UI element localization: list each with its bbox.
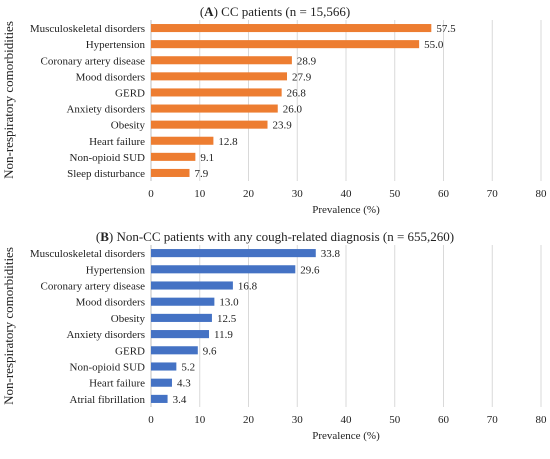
panel-a-bar (151, 104, 278, 113)
panel-b-bar (151, 346, 198, 355)
panel-b-value-label: 16.8 (238, 281, 258, 293)
panel-a-value-label: 9.1 (200, 152, 214, 164)
panel-a-category-label: Mood disorders (76, 71, 145, 83)
panel-a-value-label: 12.8 (218, 136, 238, 148)
panel-b-value-label: 3.4 (173, 394, 187, 406)
panel-a-x-tick-label: 40 (341, 188, 353, 200)
panel-b-bar (151, 394, 168, 403)
panel-b-bar (151, 297, 215, 306)
panel-a-bar (151, 136, 214, 145)
panel-a-x-tick-label: 30 (292, 188, 304, 200)
panel-a-category-label: Non-opioid SUD (70, 152, 146, 164)
panel-a-bar (151, 168, 190, 177)
panel-a-value-label: 23.9 (273, 120, 293, 132)
panel-a-category-label: Obesity (111, 120, 146, 132)
panel-a-bar (151, 72, 288, 81)
panel-a-value-label: 7.9 (195, 168, 209, 180)
panel-a-value-label: 27.9 (292, 71, 312, 83)
panel-b-value-label: 29.6 (300, 264, 320, 276)
panel-b-x-tick-label: 30 (292, 414, 304, 426)
panel-a-bar (151, 88, 282, 97)
panel-a-bar (151, 120, 268, 129)
panel-b-value-label: 33.8 (321, 248, 341, 260)
panel-b-bar (151, 330, 210, 339)
panel-a-x-tick-label: 50 (389, 188, 401, 200)
panel-b-x-tick-label: 80 (536, 414, 548, 426)
panel-b-bar (151, 362, 177, 371)
panel-b-value-label: 12.5 (217, 313, 237, 325)
panel-a-title: (A) CC patients (n = 15,566) (200, 4, 350, 19)
panel-b-x-tick-label: 20 (243, 414, 255, 426)
panel-b-bar (151, 265, 296, 274)
panel-b-x-tick-label: 0 (148, 414, 154, 426)
panel-b-category-label: Obesity (111, 313, 146, 325)
panel-b-x-tick-label: 50 (389, 414, 401, 426)
panel-b-value-label: 13.0 (219, 297, 239, 309)
panel-b-value-label: 9.6 (203, 345, 217, 357)
panel-a-category-label: Anxiety disorders (66, 104, 145, 116)
panel-a-value-label: 28.9 (297, 55, 317, 67)
panel-b-value-label: 5.2 (181, 362, 195, 374)
panel-b-category-label: Heart failure (89, 378, 145, 390)
panel-a-x-tick-label: 70 (487, 188, 499, 200)
panel-a-x-tick-label: 0 (148, 188, 154, 200)
panel-b-bar (151, 249, 316, 258)
panel-a-category-label: Heart failure (89, 136, 145, 148)
panel-a-value-label: 57.5 (436, 23, 456, 35)
panel-b-x-axis-label: Prevalence (%) (312, 430, 380, 442)
panel-a-x-tick-label: 10 (194, 188, 206, 200)
panel-a-x-tick-label: 60 (438, 188, 450, 200)
panel-b-value-label: 11.9 (214, 329, 233, 341)
panel-b-label: B (100, 229, 109, 244)
panel-b-value-label: 4.3 (177, 378, 191, 390)
panel-a-category-label: Coronary artery disease (41, 55, 146, 67)
panel-a-value-label: 26.0 (283, 104, 303, 116)
panel-b-x-tick-label: 60 (438, 414, 450, 426)
panel-b-category-label: Musculoskeletal disorders (30, 248, 145, 260)
panel-a-x-tick-label: 20 (243, 188, 255, 200)
panel-a-x-tick-label: 80 (536, 188, 548, 200)
panel-b-category-label: Anxiety disorders (66, 329, 145, 341)
panel-b-category-label: Mood disorders (76, 297, 145, 309)
panel-a-x-axis-label: Prevalence (%) (312, 204, 380, 216)
panel-a-bar (151, 56, 292, 65)
panel-a-category-label: GERD (115, 87, 145, 99)
panel-b-title: (B) Non-CC patients with any cough-relat… (96, 229, 454, 244)
panel-b-category-label: Coronary artery disease (41, 281, 146, 293)
panel-b-x-tick-label: 70 (487, 414, 499, 426)
panel-a-category-label: Hypertension (86, 39, 146, 51)
panel-a-value-label: 26.8 (287, 87, 307, 99)
panel-b-bar (151, 378, 172, 387)
panel-a-label: A (204, 4, 214, 19)
panel-b-category-label: Atrial fibrillation (70, 394, 146, 406)
panel-a-category-label: Musculoskeletal disorders (30, 23, 145, 35)
panel-b-y-axis-label: Non-respiratory comorbidities (1, 247, 16, 405)
panel-b-x-tick-label: 40 (341, 414, 353, 426)
panel-b-category-label: GERD (115, 345, 145, 357)
panel-a-category-label: Sleep disturbance (67, 168, 145, 180)
panel-a-bar (151, 24, 432, 33)
panel-b-x-tick-label: 10 (194, 414, 206, 426)
panel-b-category-label: Non-opioid SUD (70, 362, 146, 374)
panel-a-bar (151, 40, 420, 49)
panel-b-bar (151, 281, 233, 290)
panel-b-bar (151, 313, 212, 322)
panel-a-y-axis-label: Non-respiratory comorbidities (1, 21, 16, 179)
panel-a-value-label: 55.0 (424, 39, 444, 51)
panel-b-category-label: Hypertension (86, 264, 146, 276)
panel-a-bar (151, 152, 196, 161)
